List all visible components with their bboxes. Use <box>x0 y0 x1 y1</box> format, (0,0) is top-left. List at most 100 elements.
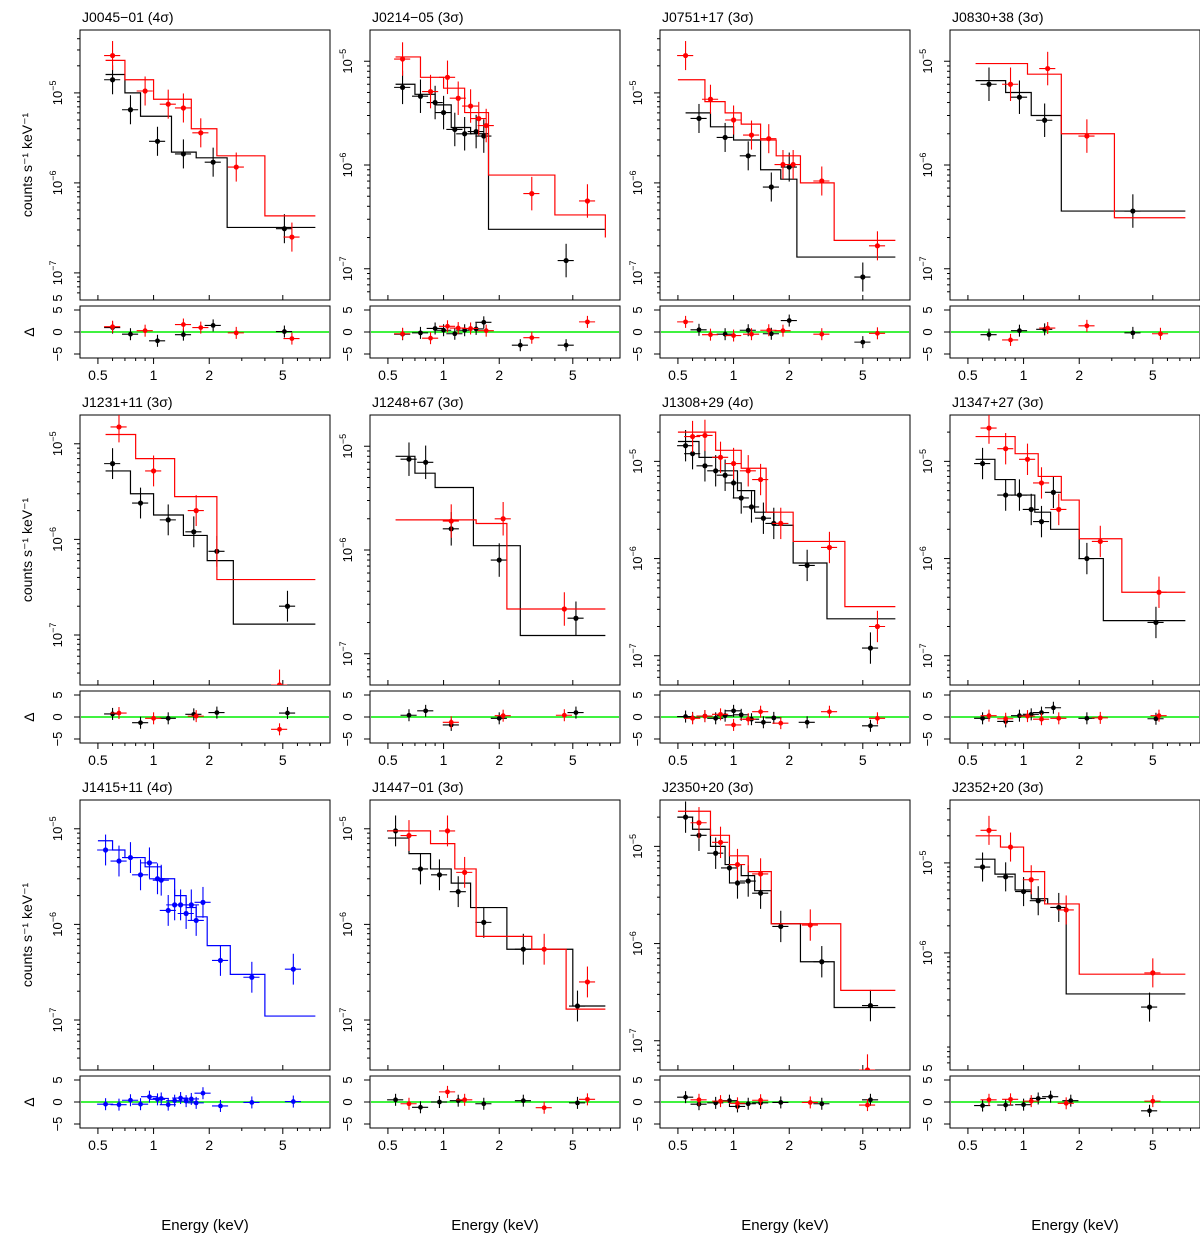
residual-plot-data <box>677 1091 879 1113</box>
residual-point-black <box>771 715 777 721</box>
data-point-black <box>563 257 569 264</box>
data-point-red <box>757 871 764 877</box>
residual-y-tick-label: 5 <box>50 1076 65 1083</box>
main-plot-frame <box>369 414 621 686</box>
panel-title: J1248+67 (3σ) <box>372 394 464 410</box>
residual-point-black <box>452 331 458 337</box>
residual-y-tick-label: 5 <box>920 1076 935 1083</box>
data-point-red <box>734 861 741 868</box>
data-point-red <box>874 243 881 249</box>
residual-y-tick-label: −5 <box>340 732 355 747</box>
main-plot-frame <box>369 29 621 301</box>
data-point-red <box>584 979 591 985</box>
x-tick-label: 2 <box>1075 1137 1083 1153</box>
data-point-red <box>276 682 283 685</box>
residual-point-black <box>868 1097 873 1103</box>
panel-title: J1231+11 (3σ) <box>82 394 173 410</box>
residual-point-black <box>441 327 446 333</box>
x-tick-label: 2 <box>205 1137 213 1153</box>
residual-point-red <box>142 328 148 334</box>
residual-point-black <box>786 318 792 323</box>
data-point-red <box>1097 538 1103 545</box>
residual-point-red <box>807 1100 813 1105</box>
y-tick-label: 10−5 <box>48 816 65 841</box>
residual-axis-label: Δ <box>21 1097 37 1106</box>
residual-point-red <box>708 332 713 338</box>
data-point-black <box>696 115 702 122</box>
residual-plot-data <box>104 318 300 347</box>
residual-point-red <box>780 328 786 334</box>
residual-point-red <box>455 325 461 331</box>
residual-point-red <box>1045 325 1051 331</box>
data-point-black <box>819 959 825 965</box>
data-point-black <box>722 472 728 478</box>
residual-point-blue <box>116 1102 122 1108</box>
x-tick-label: 0.5 <box>958 367 978 383</box>
residual-point-red <box>875 715 880 721</box>
panel-12: J2352+20 (3σ) 10−5 10−6 5 5 0 −5 0.5 1 2 5 Energy (… <box>918 779 1200 1234</box>
residual-y-tick-label: 5 <box>340 691 355 698</box>
data-point-black <box>713 850 719 856</box>
residual-y-tick-label: 0 <box>340 328 355 335</box>
x-axis-label: Energy (keV) <box>741 1217 829 1234</box>
y-tick-label: 10−5 <box>628 81 645 106</box>
x-tick-label: 0.5 <box>378 1137 398 1153</box>
x-tick-label: 5 <box>279 367 287 383</box>
data-point-black <box>440 109 447 116</box>
data-point-red <box>1045 65 1051 72</box>
main-plot-frame <box>659 29 911 301</box>
x-tick-label: 5 <box>1149 367 1157 383</box>
main-plot-frame <box>79 29 331 301</box>
residual-point-black <box>1017 328 1022 334</box>
y-tick-label: 10−7 <box>628 261 645 286</box>
residual-y-tick-label: 5 <box>920 306 935 313</box>
data-point-red <box>142 88 148 94</box>
x-tick-label: 1 <box>1020 1137 1028 1153</box>
residual-point-red <box>819 331 825 337</box>
residual-point-black <box>181 332 186 338</box>
data-point-red <box>476 116 482 122</box>
main-plot-frame <box>949 799 1200 1071</box>
data-point-black <box>745 878 751 884</box>
model-step-red <box>677 810 896 991</box>
data-point-black <box>520 946 526 952</box>
y-tick-label: 10−7 <box>48 623 65 648</box>
residual-plot-data <box>677 314 886 349</box>
data-point-blue <box>137 872 144 878</box>
y-tick-label: 10−6 <box>338 153 355 178</box>
main-plot-frame <box>949 414 1200 686</box>
data-point-red <box>826 544 833 551</box>
main-plot-data <box>677 41 896 292</box>
residual-axis-label: Δ <box>21 327 37 336</box>
y-tick-label: 10−6 <box>628 931 645 956</box>
model-step-black <box>105 470 316 625</box>
panel-2: J0214−05 (3σ) 10−5 10−6 10−7 5 0 −5 0.5 1 2 5 <box>338 9 621 383</box>
data-point-red <box>1024 456 1031 462</box>
residual-point-red <box>116 710 122 716</box>
residual-point-red <box>585 1096 590 1102</box>
residual-point-red <box>193 713 199 719</box>
x-tick-label: 0.5 <box>88 1137 108 1153</box>
data-point-black <box>191 529 197 535</box>
residual-point-black <box>520 1098 526 1104</box>
residual-y-tick-label: 0 <box>50 1098 65 1105</box>
data-point-black <box>1020 888 1027 895</box>
data-point-red <box>455 95 461 101</box>
data-point-red <box>541 946 547 952</box>
data-point-black <box>127 107 134 113</box>
residual-point-black <box>980 1103 985 1108</box>
x-tick-label: 0.5 <box>958 1137 978 1153</box>
panel-4: J0830+38 (3σ) 10−5 10−6 10−7 5 0 −5 0.5 1 2 5 <box>918 9 1200 383</box>
y-tick-label: 10−5 <box>918 449 935 474</box>
y-tick-label: 10−5 <box>48 81 65 106</box>
data-point-red <box>730 460 737 467</box>
residual-point-red <box>529 335 535 341</box>
residual-y-tick-label: 0 <box>630 328 645 335</box>
data-point-black <box>109 77 116 83</box>
residual-y-tick-label: 0 <box>920 713 935 720</box>
data-point-blue <box>165 907 171 914</box>
data-point-black <box>574 1003 581 1009</box>
y-tick-label: 10−6 <box>48 171 65 196</box>
y-tick-label: 10−7 <box>338 641 355 666</box>
data-point-black <box>726 865 733 871</box>
